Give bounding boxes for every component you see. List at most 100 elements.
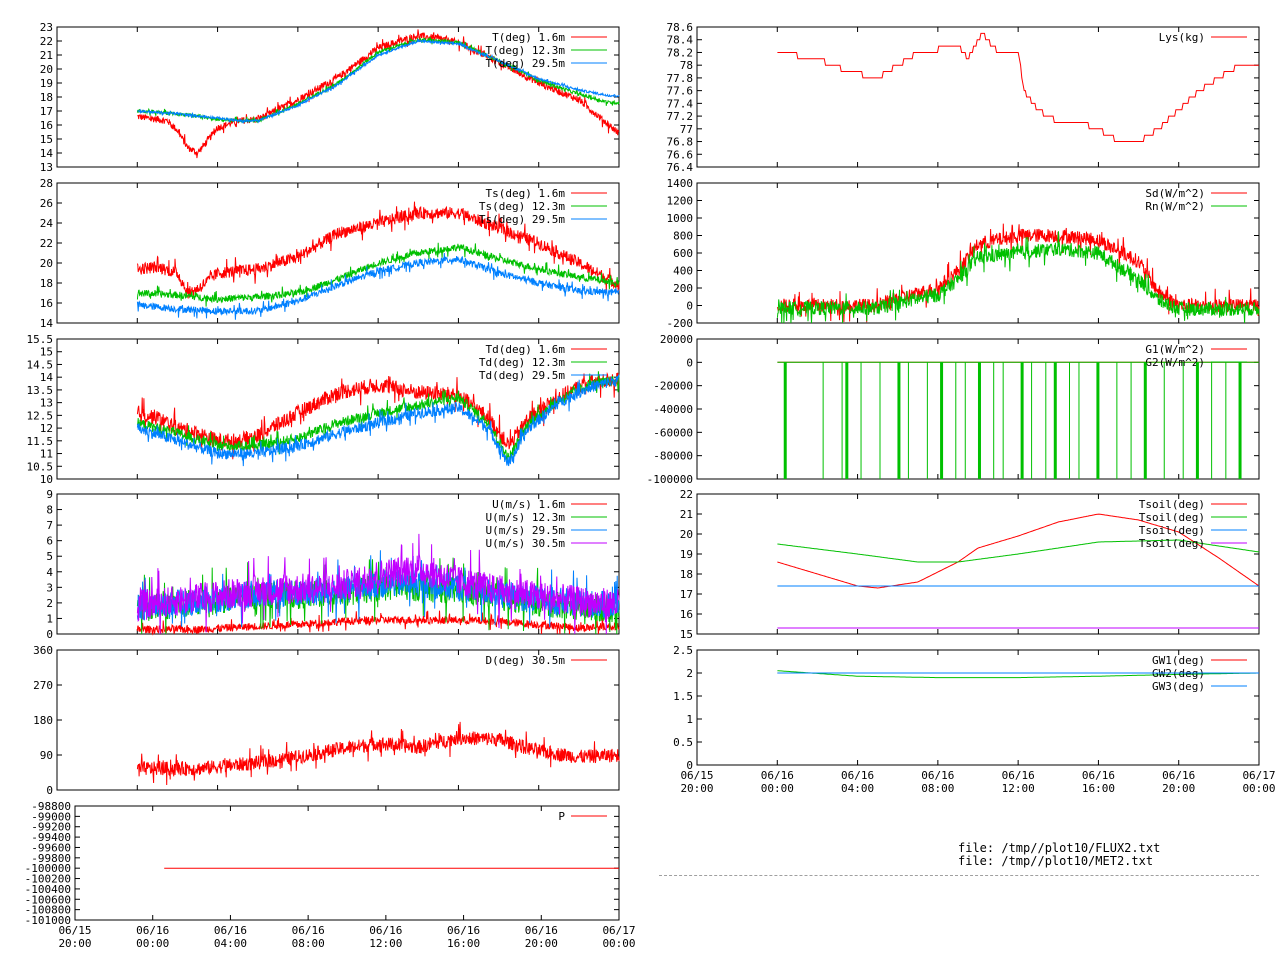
y-tick-label: -100400 — [25, 883, 71, 896]
series-line-2 — [136, 252, 620, 320]
file-label-flux: file: /tmp//plot10/FLUX2.txt — [958, 841, 1161, 855]
y-tick-label: 20 — [680, 528, 693, 541]
y-tick-label: 15.5 — [27, 333, 54, 346]
chart-panel-8: -100000 -80000 -60000 -40000 -20000 0 20000 G1(… — [647, 333, 1260, 486]
y-tick-label: 600 — [673, 247, 693, 260]
y-tick-label: -99400 — [31, 831, 71, 844]
series-line-1 — [777, 670, 1259, 679]
x-tick-label: 06/15 — [58, 924, 91, 937]
file-label-met: file: /tmp//plot10/MET2.txt — [958, 854, 1154, 868]
x-tick-label: 06/16 — [136, 924, 169, 937]
y-tick-label: 2 — [46, 597, 53, 610]
x-tick-label: 20:00 — [680, 782, 713, 795]
legend-label: Ts(deg) 1.6m — [486, 187, 566, 200]
x-tick-label: 16:00 — [1082, 782, 1115, 795]
legend-label: Ts(deg) 29.5m — [479, 213, 565, 226]
x-tick-label: 06/16 — [214, 924, 247, 937]
plot-frame — [56, 493, 620, 635]
chart-panel-9: 1516171819202122Tsoil(deg)Tsoil(deg)Tsoi… — [680, 488, 1260, 641]
series-line-2 — [136, 374, 620, 467]
dashed-divider — [659, 875, 1259, 876]
file-labels: file: /tmp//plot10/FLUX2.txt file: /tmp//… — [958, 842, 1160, 868]
y-tick-label: -200 — [667, 317, 694, 330]
plot-frame — [696, 493, 1260, 635]
y-tick-label: 12 — [40, 422, 53, 435]
y-tick-label: 26 — [40, 197, 53, 210]
y-tick-label: 180 — [33, 714, 53, 727]
x-tick-label: 06/16 — [761, 769, 794, 782]
x-tick-label: 06/16 — [447, 924, 480, 937]
legend-label: P — [558, 810, 565, 823]
y-tick-label: 9 — [46, 488, 53, 501]
y-tick-label: 20 — [40, 63, 53, 76]
y-tick-label: 76.4 — [667, 161, 694, 174]
y-tick-label: -100600 — [25, 893, 71, 906]
y-tick-label: 78 — [680, 59, 693, 72]
y-tick-label: 11.5 — [27, 435, 54, 448]
y-tick-label: 2.5 — [673, 644, 693, 657]
y-tick-label: 14 — [40, 371, 54, 384]
x-tick-label: 06/17 — [602, 924, 635, 937]
y-tick-label: 18 — [680, 568, 693, 581]
y-tick-label: -99800 — [31, 852, 71, 865]
plot-frame — [56, 338, 620, 480]
y-tick-label: 5 — [46, 550, 53, 563]
y-tick-label: -101000 — [25, 914, 71, 927]
y-tick-label: 28 — [40, 177, 53, 190]
y-tick-label: 1200 — [667, 195, 694, 208]
legend-label: Td(deg) 29.5m — [479, 369, 565, 382]
y-tick-label: 1.5 — [673, 690, 693, 703]
x-tick-label: 06/16 — [1082, 769, 1115, 782]
x-tick-label: 00:00 — [136, 937, 169, 950]
x-tick-label: 06/16 — [921, 769, 954, 782]
x-tick-label: 12:00 — [1002, 782, 1035, 795]
series-line-1 — [136, 37, 620, 124]
y-tick-label: 14 — [40, 317, 54, 330]
y-tick-label: 17 — [40, 105, 53, 118]
y-tick-label: 0 — [686, 300, 693, 313]
y-tick-label: 1 — [686, 713, 693, 726]
series-line-0 — [136, 610, 620, 636]
x-tick-label: 20:00 — [1162, 782, 1195, 795]
legend-label: Ts(deg) 12.3m — [479, 200, 565, 213]
plot-frame — [696, 26, 1260, 168]
y-tick-label: 0 — [686, 759, 693, 772]
y-tick-label: 200 — [673, 282, 693, 295]
y-tick-label: 1000 — [667, 212, 694, 225]
x-tick-label: 12:00 — [369, 937, 402, 950]
plot-frame — [56, 182, 620, 324]
y-tick-label: 77.6 — [667, 85, 694, 98]
chart-panel-7: -200 0 200 400 600 800 1000 1200 1400 Sd(W/m^2)Rn… — [667, 177, 1260, 330]
legend-label: GW3(deg) — [1152, 680, 1205, 693]
y-tick-label: 77 — [680, 123, 693, 136]
y-tick-label: 16 — [40, 297, 53, 310]
legend-label: G2(W/m^2) — [1145, 356, 1205, 369]
y-tick-label: 18 — [40, 277, 53, 290]
x-tick-label: 06/16 — [841, 769, 874, 782]
y-tick-label: -20000 — [653, 380, 693, 393]
y-tick-label: -100200 — [25, 873, 71, 886]
y-tick-label: 76.8 — [667, 136, 694, 149]
y-tick-label: -100000 — [25, 862, 71, 875]
y-tick-label: 6 — [46, 535, 53, 548]
legend-label: T(deg) 29.5m — [486, 57, 566, 70]
y-tick-label: 76.6 — [667, 148, 694, 161]
y-tick-label: 23 — [40, 21, 53, 34]
y-tick-label: 0 — [46, 784, 53, 797]
y-tick-label: 18 — [40, 91, 53, 104]
x-tick-label: 06/17 — [1242, 769, 1275, 782]
y-tick-label: 800 — [673, 230, 693, 243]
legend-label: U(m/s) 30.5m — [486, 537, 566, 550]
x-tick-label: 08:00 — [921, 782, 954, 795]
y-tick-label: 20000 — [660, 333, 693, 346]
y-tick-label: 10 — [40, 473, 53, 486]
y-tick-label: 17 — [680, 588, 693, 601]
legend-label: GW1(deg) — [1152, 654, 1205, 667]
legend-label: Tsoil(deg) — [1139, 498, 1205, 511]
y-tick-label: -99000 — [31, 810, 71, 823]
y-tick-label: 19 — [40, 77, 53, 90]
plot-frame — [696, 649, 1260, 766]
series-line-0 — [137, 29, 620, 159]
legend-label: G1(W/m^2) — [1145, 343, 1205, 356]
